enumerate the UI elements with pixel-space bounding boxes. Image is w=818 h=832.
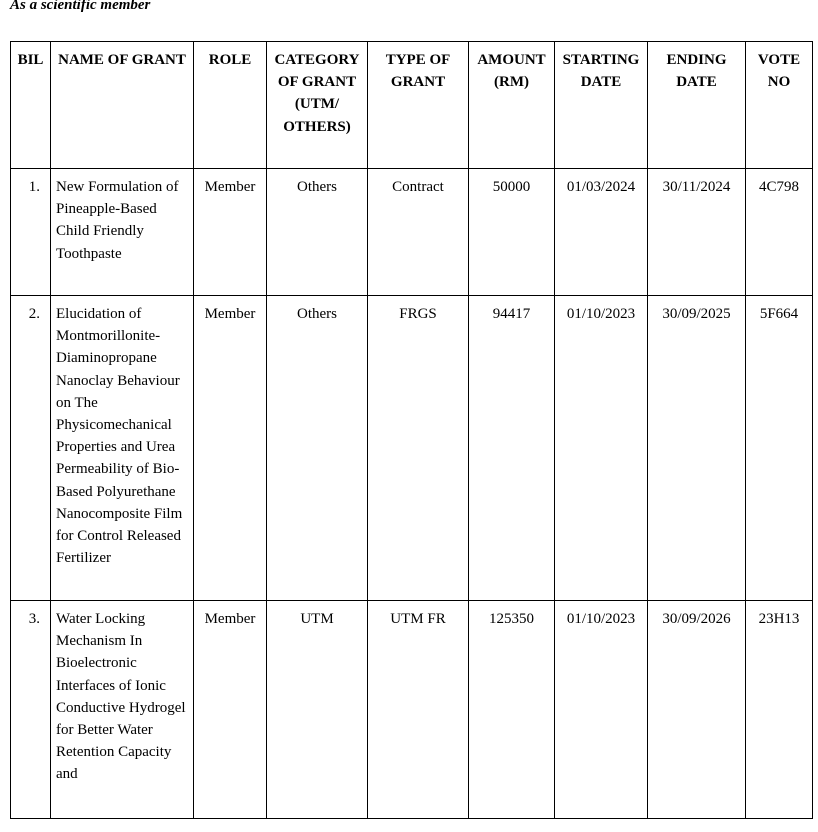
table-cell: 01/10/2023 <box>554 600 648 819</box>
table-cell: Others <box>266 168 368 296</box>
table-cell: Member <box>193 168 267 296</box>
table-cell: FRGS <box>367 295 469 601</box>
table-cell: Member <box>193 295 267 601</box>
table-cell: 01/10/2023 <box>554 295 648 601</box>
table-cell: Others <box>266 295 368 601</box>
table-cell: 23H13 <box>745 600 813 819</box>
header-cell: ROLE <box>193 41 267 169</box>
header-cell: NAME OF GRANT <box>50 41 194 169</box>
table-cell: 3. <box>10 600 51 819</box>
header-cell: TYPE OF GRANT <box>367 41 469 169</box>
table-cell: Member <box>193 600 267 819</box>
caption: As a scientific member <box>10 0 151 13</box>
header-cell: AMOUNT (RM) <box>468 41 555 169</box>
table-cell: 4C798 <box>745 168 813 296</box>
table-cell: Water Locking Mechanism In Bioelectronic… <box>50 600 194 819</box>
table-cell: 30/11/2024 <box>647 168 746 296</box>
header-cell: ENDING DATE <box>647 41 746 169</box>
table-cell: UTM <box>266 600 368 819</box>
header-row: BIL NAME OF GRANT ROLE CATEGORY OF GRANT (U… <box>10 41 813 169</box>
grant-table: BIL NAME OF GRANT ROLE CATEGORY OF GRANT (U… <box>10 41 813 819</box>
table-cell: 5F664 <box>745 295 813 601</box>
table-cell: 50000 <box>468 168 555 296</box>
table-cell: 94417 <box>468 295 555 601</box>
table-cell: 01/03/2024 <box>554 168 648 296</box>
table-cell: Elucidation of Montmorillonite-Diaminopr… <box>50 295 194 601</box>
table-cell: 30/09/2025 <box>647 295 746 601</box>
table-cell: 30/09/2026 <box>647 600 746 819</box>
header-cell: VOTE NO <box>745 41 813 169</box>
table-cell: UTM FR <box>367 600 469 819</box>
table-cell: 2. <box>10 295 51 601</box>
table-cell: 125350 <box>468 600 555 819</box>
table-row: 2. Elucidation of Montmorillonite-Diamino… <box>10 295 813 601</box>
table-row: 3. Water Locking Mechanism In Bioelectron… <box>10 600 813 819</box>
header-cell: STARTING DATE <box>554 41 648 169</box>
table-cell: New Formulation of Pineapple-Based Child… <box>50 168 194 296</box>
table-cell: 1. <box>10 168 51 296</box>
table-cell: Contract <box>367 168 469 296</box>
table-row: 1. New Formulation of Pineapple-Based Chi… <box>10 168 813 296</box>
header-cell: BIL <box>10 41 51 169</box>
header-cell: CATEGORY OF GRANT (UTM/ OTHERS) <box>266 41 368 169</box>
